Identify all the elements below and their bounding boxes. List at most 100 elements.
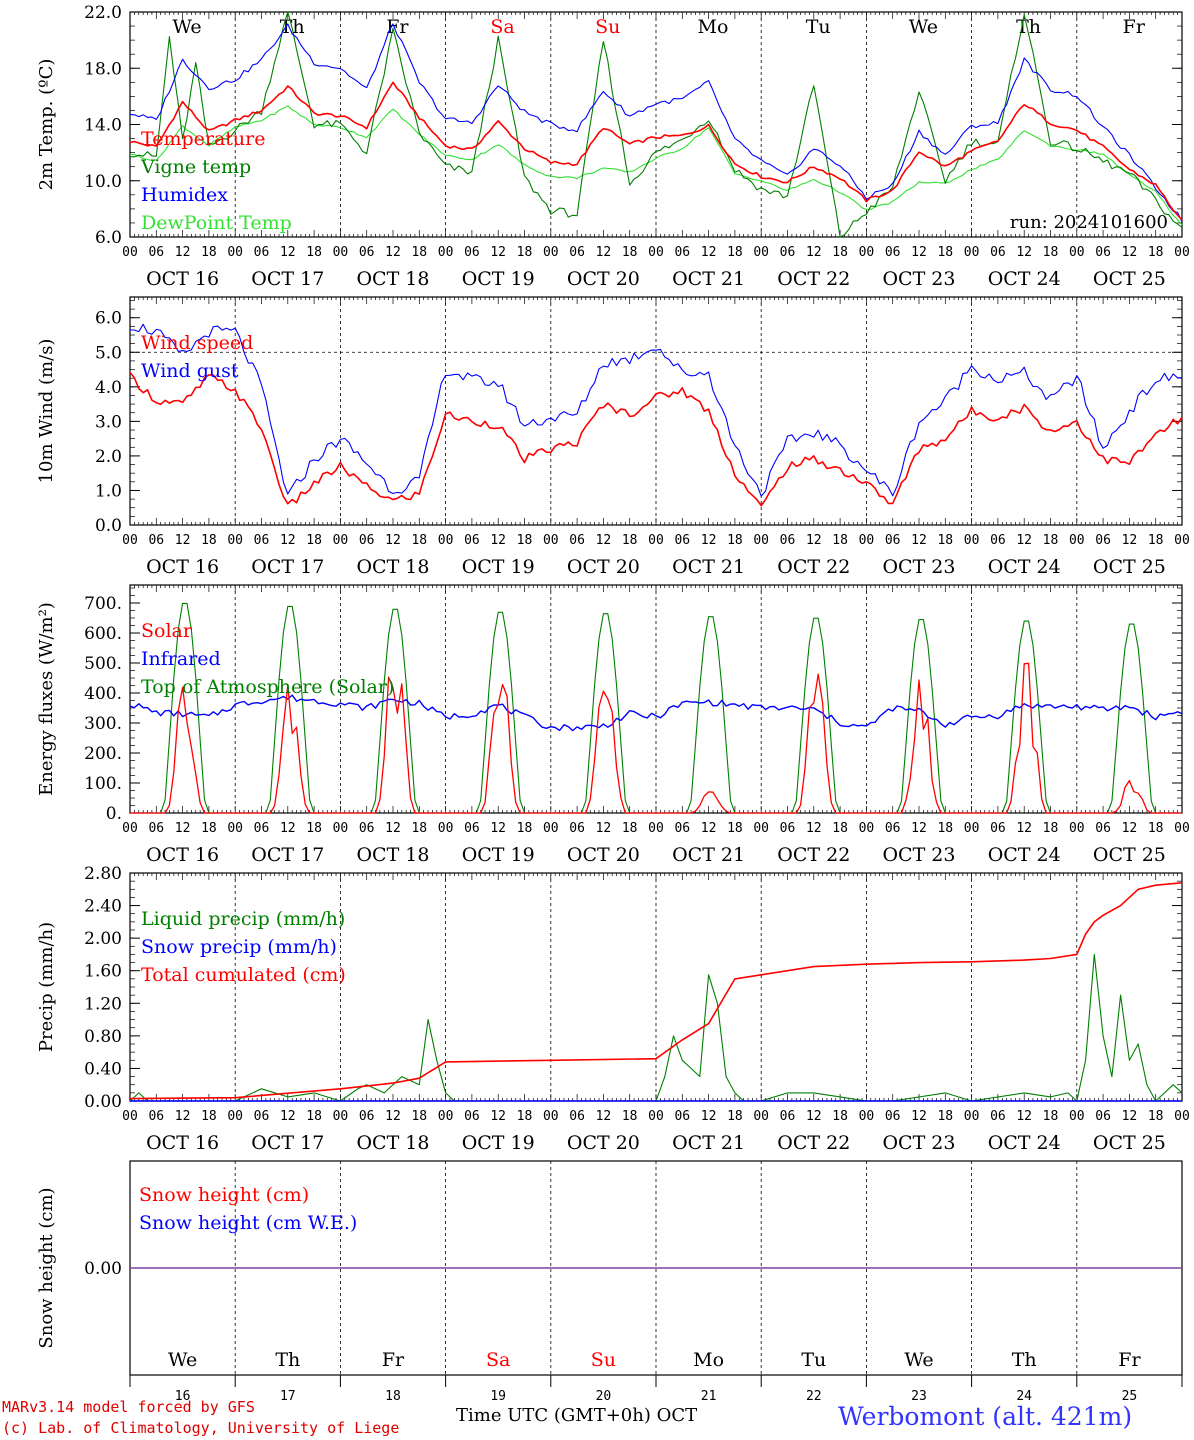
hour-tick-label: 18 <box>306 1109 322 1124</box>
date-label: OCT 17 <box>251 268 324 290</box>
hour-tick-label: 00 <box>648 821 664 836</box>
date-label: OCT 23 <box>882 1132 955 1154</box>
date-label: OCT 24 <box>988 556 1061 578</box>
series-line <box>129 882 1183 1100</box>
hour-tick-label: 00 <box>753 821 769 836</box>
hour-tick-label: 06 <box>885 533 901 548</box>
legend-entry: Total cumulated (cm) <box>141 964 346 986</box>
hour-tick-label: 12 <box>596 1109 612 1124</box>
hour-tick-label: 12 <box>1016 245 1032 260</box>
weekday-label: Fr <box>382 1349 405 1371</box>
hour-tick-label: 06 <box>780 533 796 548</box>
hour-tick-label: 00 <box>543 821 559 836</box>
y-tick-label: 300. <box>84 714 122 734</box>
day-number-label: 25 <box>1122 1389 1138 1404</box>
hour-tick-label: 06 <box>359 245 375 260</box>
hour-tick-label: 12 <box>806 1109 822 1124</box>
hour-tick-label: 18 <box>937 1109 953 1124</box>
legend-entry: DewPoint Temp <box>141 212 292 234</box>
legend-entry: Vigne temp <box>140 156 251 178</box>
series-line <box>129 23 1183 223</box>
hour-tick-label: 00 <box>1174 1109 1190 1124</box>
series-line <box>129 81 1183 221</box>
day-number-label: 19 <box>490 1389 506 1404</box>
y-tick-label: 600. <box>84 624 122 644</box>
hour-tick-label: 06 <box>780 821 796 836</box>
legend-entry: Top of Atmosphere (Solar) <box>141 676 394 698</box>
hour-tick-label: 12 <box>911 245 927 260</box>
y-tick-label: 700. <box>84 594 122 614</box>
hour-tick-label: 06 <box>569 533 585 548</box>
hour-tick-label: 12 <box>701 533 717 548</box>
day-number-label: 18 <box>385 1389 401 1404</box>
hour-tick-label: 12 <box>280 1109 296 1124</box>
hour-tick-label: 12 <box>596 245 612 260</box>
hour-tick-label: 18 <box>306 821 322 836</box>
hour-tick-label: 06 <box>148 245 164 260</box>
hour-tick-label: 06 <box>990 821 1006 836</box>
date-label: OCT 22 <box>777 556 850 578</box>
y-tick-label: 2.80 <box>84 864 122 884</box>
y-tick-label: 200. <box>84 744 122 764</box>
hour-tick-label: 12 <box>175 1109 191 1124</box>
legend-entry: Snow height (cm) <box>139 1184 309 1206</box>
hour-tick-label: 18 <box>517 1109 533 1124</box>
hour-tick-label: 00 <box>227 1109 243 1124</box>
model-credit: MARv3.14 model forced by GFS <box>2 1398 255 1416</box>
time-axis-label: Time UTC (GMT+0h) OCT <box>456 1405 697 1426</box>
hour-tick-label: 00 <box>438 533 454 548</box>
hour-tick-label: 12 <box>490 533 506 548</box>
hour-tick-label: 06 <box>674 821 690 836</box>
date-label: OCT 18 <box>356 844 429 866</box>
hour-tick-label: 00 <box>964 821 980 836</box>
hour-tick-label: 00 <box>227 245 243 260</box>
hour-tick-label: 12 <box>1016 533 1032 548</box>
hour-tick-label: 06 <box>1095 821 1111 836</box>
weekday-label: Th <box>1012 1349 1037 1371</box>
hour-tick-label: 18 <box>832 533 848 548</box>
date-label: OCT 25 <box>1093 556 1166 578</box>
hour-tick-label: 18 <box>1043 245 1059 260</box>
hour-tick-label: 06 <box>885 245 901 260</box>
hour-tick-label: 00 <box>333 245 349 260</box>
hour-tick-label: 18 <box>727 821 743 836</box>
date-label: OCT 23 <box>882 268 955 290</box>
hour-tick-label: 00 <box>859 245 875 260</box>
y-tick-label: 18.0 <box>84 59 122 79</box>
day-number-label: 22 <box>806 1389 822 1404</box>
hour-tick-label: 12 <box>911 1109 927 1124</box>
y-tick-label: 1.20 <box>84 994 122 1014</box>
date-label: OCT 21 <box>672 1132 745 1154</box>
hour-tick-label: 18 <box>306 533 322 548</box>
y-tick-label: 3.0 <box>95 412 122 432</box>
hour-tick-label: 00 <box>1069 1109 1085 1124</box>
y-tick-label: 0.80 <box>84 1027 122 1047</box>
day-number-label: 17 <box>280 1389 296 1404</box>
date-label: OCT 19 <box>462 268 535 290</box>
hour-tick-label: 06 <box>674 1109 690 1124</box>
weekday-label: We <box>172 16 201 38</box>
y-tick-label: 0.00 <box>84 1092 122 1112</box>
hour-tick-label: 12 <box>911 821 927 836</box>
hour-tick-label: 00 <box>122 533 138 548</box>
hour-tick-label: 00 <box>122 245 138 260</box>
date-label: OCT 22 <box>777 844 850 866</box>
hour-tick-label: 00 <box>964 245 980 260</box>
hour-tick-label: 18 <box>727 1109 743 1124</box>
hour-tick-label: 00 <box>859 533 875 548</box>
hour-tick-label: 12 <box>490 821 506 836</box>
y-tick-label: 1.0 <box>95 481 122 501</box>
legend-entry: Wind gust <box>141 360 239 382</box>
hour-tick-label: 12 <box>490 1109 506 1124</box>
panel-1: 6.0 10.0 14.0 18.0 22.0 2m Temp. (ºC) 00 06 12 18… <box>36 3 1190 290</box>
hour-tick-label: 18 <box>832 821 848 836</box>
hour-tick-label: 18 <box>622 1109 638 1124</box>
date-label: OCT 16 <box>146 268 219 290</box>
date-label: OCT 17 <box>251 844 324 866</box>
hour-tick-label: 12 <box>385 245 401 260</box>
series-line <box>129 11 1183 238</box>
y-tick-label: 0.40 <box>84 1059 122 1079</box>
hour-tick-label: 00 <box>1069 245 1085 260</box>
hour-tick-label: 06 <box>148 821 164 836</box>
